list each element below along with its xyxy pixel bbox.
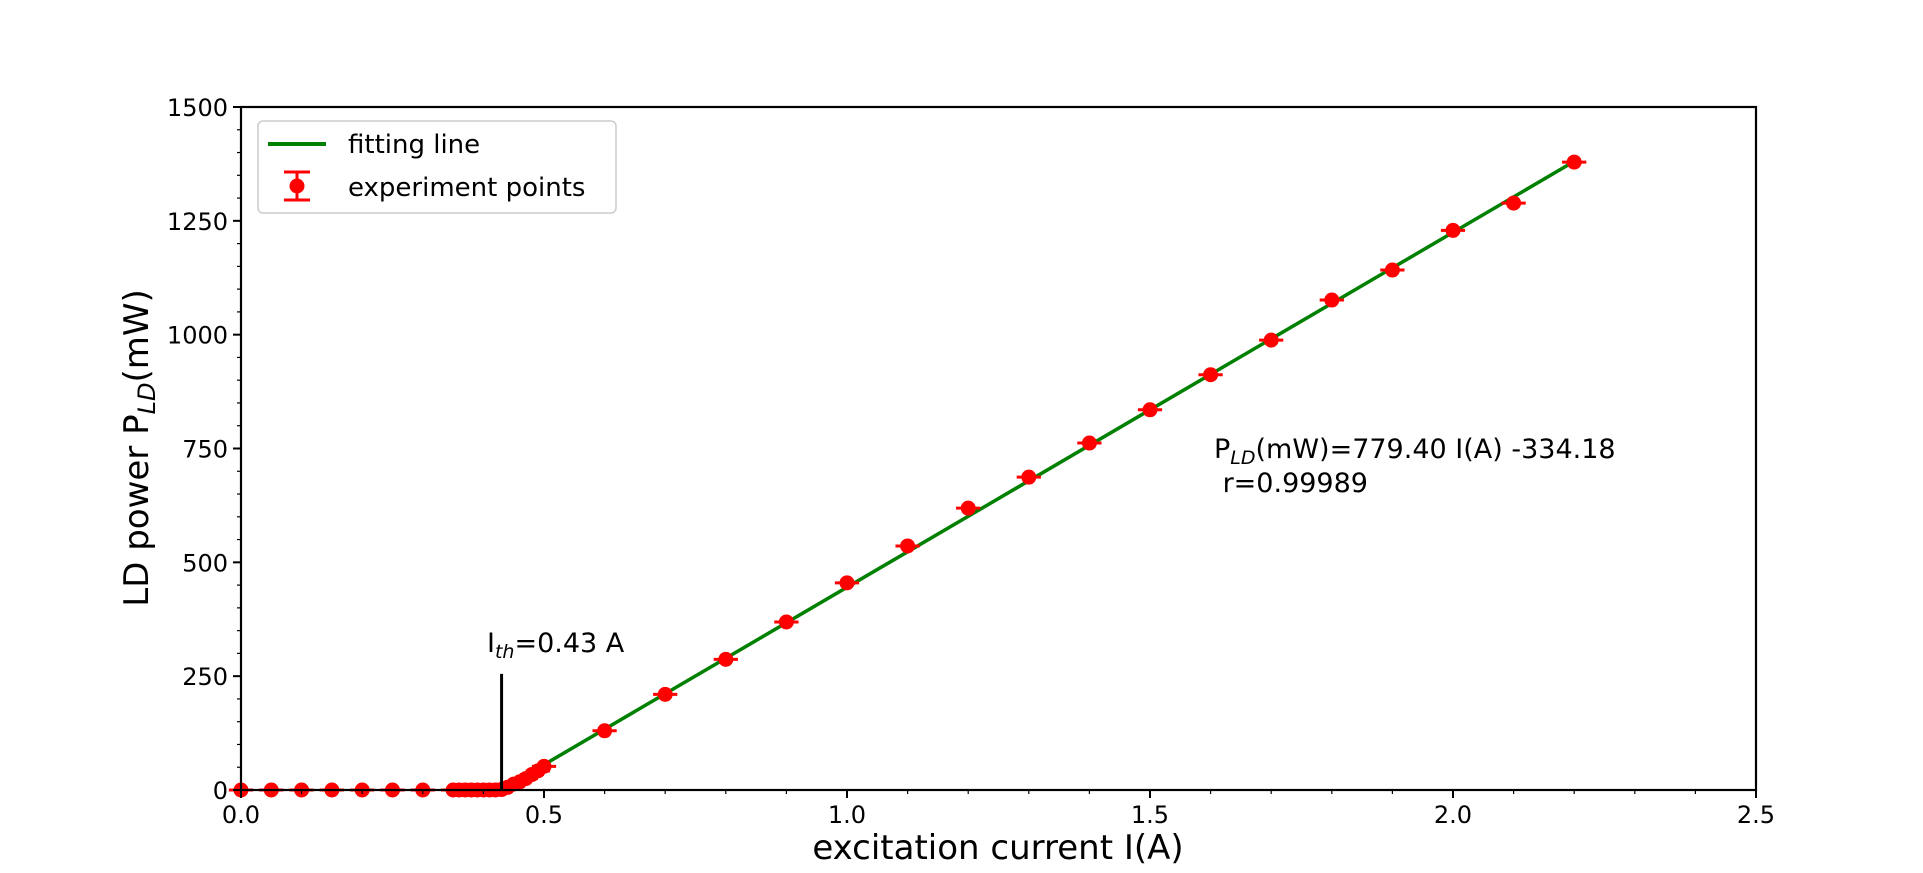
y-tick-label: 750 — [182, 436, 228, 464]
threshold-label: Ith=0.43 A — [487, 628, 625, 663]
y-axis-label-main: LD power P — [117, 414, 157, 606]
experiment-point — [1198, 367, 1223, 383]
x-tick-label: 2.5 — [1737, 801, 1775, 829]
x-tick-label: 0.0 — [222, 801, 260, 829]
y-axis-label-unit: (mW) — [117, 289, 157, 382]
y-tick-label: 0 — [213, 777, 228, 805]
threshold-label-sub: th — [495, 641, 515, 663]
experiment-point — [1016, 469, 1041, 485]
y-axis-label: LD power PLD(mW) — [117, 289, 161, 606]
experiment-point — [895, 538, 920, 554]
experiment-point — [1440, 222, 1466, 238]
y-tick-label: 250 — [182, 663, 228, 691]
legend-box — [257, 120, 617, 214]
fit-equation-sub: LD — [1230, 447, 1255, 469]
fit-correlation: r=0.99989 — [1214, 468, 1368, 499]
legend-fitting-line-label: fitting line — [348, 130, 480, 160]
experiment-point — [834, 575, 860, 591]
y-tick-label: 500 — [182, 549, 228, 577]
experiment-point — [531, 758, 557, 774]
experiment-point — [956, 500, 981, 516]
y-tick-label: 1500 — [167, 94, 228, 122]
y-tick-label: 1000 — [167, 322, 228, 350]
fit-equation-rest: (mW)=779.40 I(A) -334.18 — [1256, 434, 1616, 465]
y-tick-label: 1250 — [167, 208, 228, 236]
x-tick-label: 1.5 — [1131, 801, 1169, 829]
experiment-point — [653, 686, 678, 702]
fit-equation: PLD(mW)=779.40 I(A) -334.18 — [1214, 434, 1616, 469]
experiment-point — [1380, 262, 1405, 278]
threshold-label-main: I — [487, 628, 495, 659]
x-tick-label: 1.0 — [828, 801, 866, 829]
fit-equation-main: P — [1214, 434, 1230, 465]
x-axis-label: excitation current I(A) — [812, 828, 1183, 868]
legend-experiment-points-label: experiment points — [348, 173, 585, 203]
legend-experiment-points-swatch — [284, 170, 310, 202]
experiment-point — [1319, 292, 1344, 308]
y-axis-label-sub: LD — [133, 383, 161, 415]
experiment-point — [592, 723, 617, 739]
experiment-point — [774, 614, 799, 630]
x-tick-label: 2.0 — [1434, 801, 1472, 829]
legend: fitting line experiment points — [257, 120, 617, 214]
experiment-point — [713, 651, 738, 667]
threshold-label-rest: =0.43 A — [514, 628, 624, 659]
experiment-point — [1562, 154, 1587, 170]
axis-ticks: 0.0 0.5 1.0 1.5 2.0 2.5 0 250 500 750 1000 1250 1500 — [167, 94, 1775, 829]
experiment-point — [1501, 195, 1526, 211]
experiment-point — [1077, 435, 1102, 451]
x-tick-label: 0.5 — [525, 801, 563, 829]
experiment-point — [1259, 332, 1284, 348]
experiment-point — [1137, 402, 1163, 418]
